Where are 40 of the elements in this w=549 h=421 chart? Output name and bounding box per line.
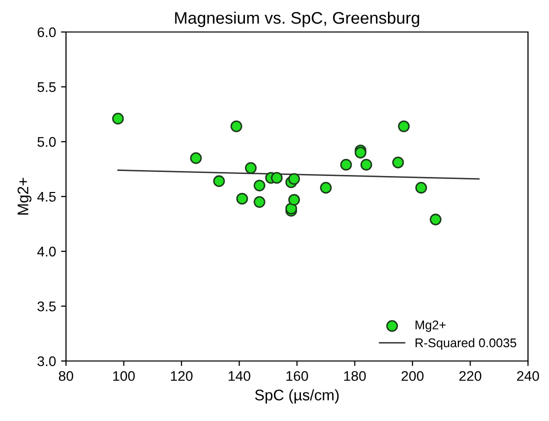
point <box>288 173 300 185</box>
x-tick-label: 140 <box>228 371 250 381</box>
x-axis-title: SpC (µs/cm) <box>255 389 339 404</box>
point <box>398 120 410 132</box>
x-tick-label: 100 <box>113 371 135 381</box>
x-tick-label: 160 <box>286 371 308 381</box>
point <box>254 180 266 192</box>
x-tick-label: 120 <box>170 371 193 381</box>
point <box>236 192 248 205</box>
point <box>430 214 442 226</box>
x-tick-label: 180 <box>344 371 366 381</box>
point <box>288 194 300 206</box>
y-tick-label: 4.0 <box>37 246 56 257</box>
x-tick-label: 240 <box>517 371 540 381</box>
point <box>230 120 242 132</box>
legend-label: R-Squared 0.0035 <box>416 338 516 350</box>
point <box>213 175 225 187</box>
y-tick-label: 3.5 <box>38 302 56 312</box>
point <box>285 202 298 214</box>
y-tick-label: 6.0 <box>38 27 56 38</box>
point <box>360 158 372 171</box>
point <box>320 182 332 194</box>
chart-title: Magnesium vs. SpC, Greensburg <box>175 12 420 28</box>
y-tick-label: 4.5 <box>37 192 56 202</box>
point <box>340 158 352 171</box>
y-axis-title: Mg2+ <box>18 178 32 215</box>
legend-label: Mg2+ <box>416 320 446 332</box>
point <box>112 112 124 124</box>
x-tick-label: 80 <box>58 371 74 381</box>
x-tick-label: 220 <box>459 371 482 381</box>
y-tick-label: 3.0 <box>38 356 56 366</box>
y-tick-label: 5.5 <box>38 82 56 92</box>
point <box>270 172 283 184</box>
y-tick-label: 5.0 <box>38 137 56 147</box>
point <box>415 182 428 194</box>
x-tick-label: 200 <box>402 371 424 381</box>
point <box>254 196 266 208</box>
point <box>244 162 257 174</box>
point <box>190 152 202 164</box>
point <box>392 156 404 168</box>
